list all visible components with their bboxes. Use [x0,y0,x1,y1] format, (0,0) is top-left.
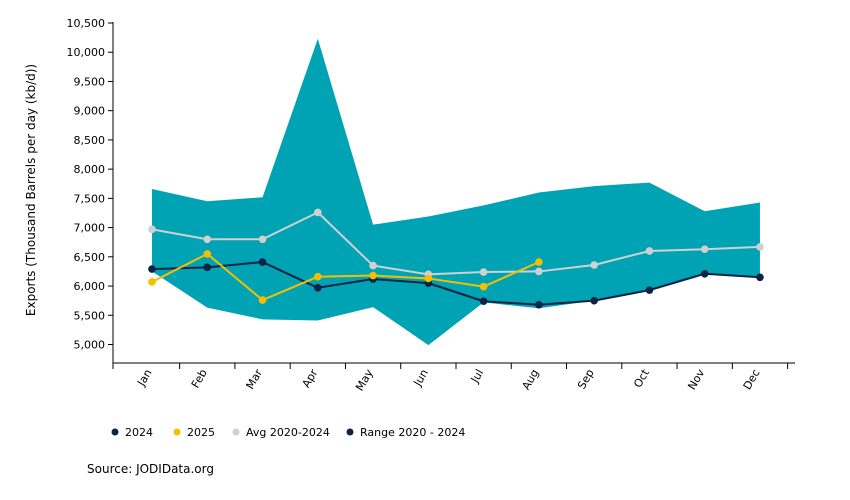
legend-marker [232,428,240,436]
legend-marker [173,428,181,436]
range-area [152,38,760,346]
series-line [151,261,761,306]
series-2024 [148,258,764,309]
x-tick-label: Aug [519,367,541,392]
data-point [314,283,322,292]
x-tick-label: Apr [300,367,321,390]
data-point [203,263,212,272]
x-tick-label: Dec [741,367,763,392]
series-line [151,211,761,276]
y-tick-label: 5,000 [74,339,106,352]
x-tick-label: Mar [243,367,265,392]
data-point [258,258,267,266]
y-axis-title: Exports (Thousand Barrels per day (kb/d)… [24,64,38,316]
data-point [258,296,267,304]
data-point [756,243,764,251]
range-area-layer [152,38,760,346]
data-point [535,267,543,276]
data-point [148,265,156,273]
legend-marker [346,428,354,436]
y-tick-label: 7,000 [74,222,106,235]
x-tick-label: Sep [575,367,597,391]
data-point [369,271,377,280]
y-tick-label: 9,000 [74,105,106,118]
source-note: Source: JODIData.org [87,462,214,476]
data-point [314,272,322,281]
data-point [203,235,212,244]
x-tick-label: Oct [631,366,652,390]
legend-label: 2024 [125,426,153,439]
data-point [424,274,433,283]
data-point [479,282,488,291]
legend-marker [111,428,119,436]
data-point [148,225,156,234]
y-tick-label: 9,500 [74,75,106,88]
legend: 2024 2025 Avg 2020-2024 Range 2020 - 2024 [111,426,465,439]
y-tick-label: 10,000 [67,46,106,59]
data-point [700,245,709,254]
series-line [151,252,540,302]
legend-label: Range 2020 - 2024 [360,426,465,439]
y-tick-label: 6,000 [74,280,106,293]
y-tick-label: 5,500 [74,309,106,322]
data-point [535,300,543,309]
data-point [756,273,764,282]
x-tick-label: Jan [134,367,154,389]
data-point [535,258,543,266]
data-point [203,250,212,258]
data-point [479,268,488,276]
x-tick-label: Jul [468,367,486,386]
y-ticks: 5,000 5,500 6,000 6,500 7,000 7,500 8,000 8,500… [67,17,113,352]
data-point [590,261,598,269]
y-tick-label: 8,500 [74,134,106,147]
legend-label: 2025 [187,426,215,439]
x-tick-label: Jun [411,367,431,389]
data-point [590,296,598,305]
data-point [148,278,156,286]
data-point [369,261,377,270]
y-tick-label: 6,500 [74,251,106,264]
data-point [645,247,654,255]
data-point [645,286,654,294]
data-point [258,235,267,244]
y-tick-label: 7,500 [74,192,106,205]
data-point [700,269,709,278]
series-lines-layer [148,208,764,309]
x-ticks: Jan Feb Mar Apr May Jun Jul Aug Sep Oct Nov Dec [112,363,789,394]
x-tick-label: May [353,367,376,394]
axes-layer [112,22,795,364]
y-tick-label: 10,500 [67,17,106,30]
y-tick-label: 8,000 [74,163,106,176]
data-point [479,297,488,306]
series-avg-2020-2024 [148,208,764,279]
data-point [314,208,322,217]
legend-label: Avg 2020-2024 [246,426,330,439]
series-2025 [148,250,543,304]
x-tick-label: Feb [189,367,210,390]
x-tick-label: Nov [685,367,707,393]
